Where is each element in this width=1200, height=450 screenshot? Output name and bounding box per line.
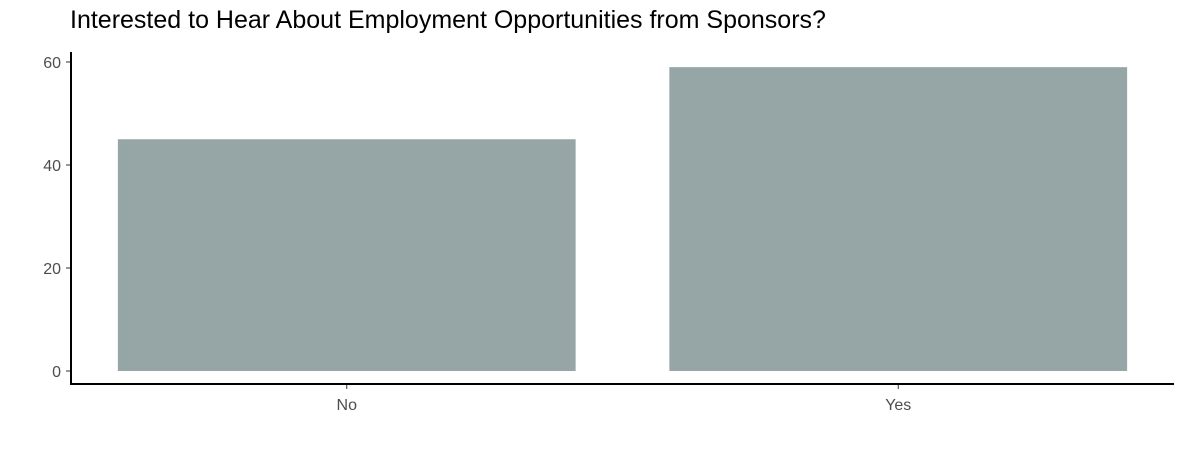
y-tick-label: 0 bbox=[52, 364, 61, 381]
bar-yes bbox=[669, 67, 1128, 372]
x-tick-label: Yes bbox=[885, 397, 911, 414]
y-tick-label: 60 bbox=[43, 55, 61, 72]
y-tick-label: 20 bbox=[43, 261, 61, 278]
x-tick-label: No bbox=[337, 397, 358, 414]
y-tick-label: 40 bbox=[43, 158, 61, 175]
bar-no bbox=[117, 139, 576, 371]
chart-title: Interested to Hear About Employment Oppo… bbox=[70, 6, 826, 34]
